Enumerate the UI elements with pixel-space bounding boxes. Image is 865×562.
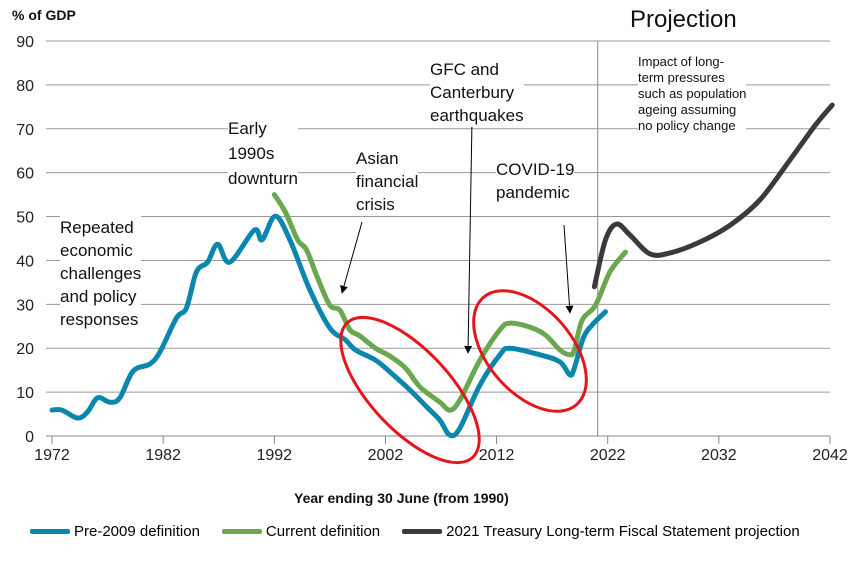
x-axis-label: Year ending 30 June (from 1990) [294, 490, 509, 506]
x-tick-label: 2002 [368, 447, 404, 464]
highlight-ellipse-2010s [472, 289, 588, 413]
x-tick-label: 2022 [590, 447, 626, 464]
legend-item-projection: 2021 Treasury Long-term Fiscal Statement… [402, 523, 800, 540]
series-line-0 [49, 213, 608, 439]
legend-item-current: Current definition [221, 523, 381, 540]
legend-item-pre-2009: Pre-2009 definition [30, 523, 200, 540]
legend-swatch [221, 529, 262, 534]
y-tick-label: 60 [16, 166, 34, 183]
legend-label: Pre-2009 definition [74, 523, 200, 540]
x-tick-label: 1982 [145, 447, 181, 464]
arrow-gfc [464, 119, 473, 354]
y-tick-label: 50 [16, 210, 34, 227]
arrow-asian-crisis [340, 221, 363, 294]
legend-swatch [402, 529, 443, 534]
x-tick-label: 2012 [479, 447, 515, 464]
x-tick-label: 2042 [812, 447, 848, 464]
legend-label: 2021 Treasury Long-term Fiscal Statement… [446, 523, 800, 540]
annotation-gfc: GFC and Canterbury earthquakes [430, 58, 524, 127]
y-tick-label: 0 [25, 429, 34, 446]
series-line-1 [271, 192, 628, 413]
y-tick-label: 10 [16, 385, 34, 402]
y-tick-label: 20 [16, 341, 34, 358]
annotation-impact: Impact of long- term pressures such as p… [638, 54, 747, 134]
legend-label: Current definition [265, 523, 381, 540]
projection-label: Projection [630, 6, 737, 33]
annotation-asian-crisis: Asian financial crisis [356, 147, 419, 216]
y-axis-label: % of GDP [12, 4, 76, 27]
y-tick-label: 30 [16, 297, 34, 314]
annotation-repeated: Repeated economic challenges and policy … [60, 216, 142, 331]
x-tick-label: 2032 [701, 447, 737, 464]
legend: Pre-2009 definition Current definition 2… [30, 523, 800, 540]
x-tick-label: 1972 [34, 447, 70, 464]
series-line-2 [591, 102, 835, 290]
highlight-ellipse-gfc-lead [339, 315, 481, 465]
y-tick-label: 90 [16, 34, 34, 51]
y-tick-label: 40 [16, 253, 34, 270]
x-tick-label: 1992 [256, 447, 292, 464]
arrow-covid [563, 224, 574, 314]
y-tick-label: 70 [16, 122, 34, 139]
annotation-early-1990s: Early 1990s downturn [228, 116, 298, 191]
annotation-covid: COVID-19 pandemic [496, 158, 575, 204]
legend-swatch [30, 529, 70, 534]
y-tick-label: 80 [16, 78, 34, 95]
